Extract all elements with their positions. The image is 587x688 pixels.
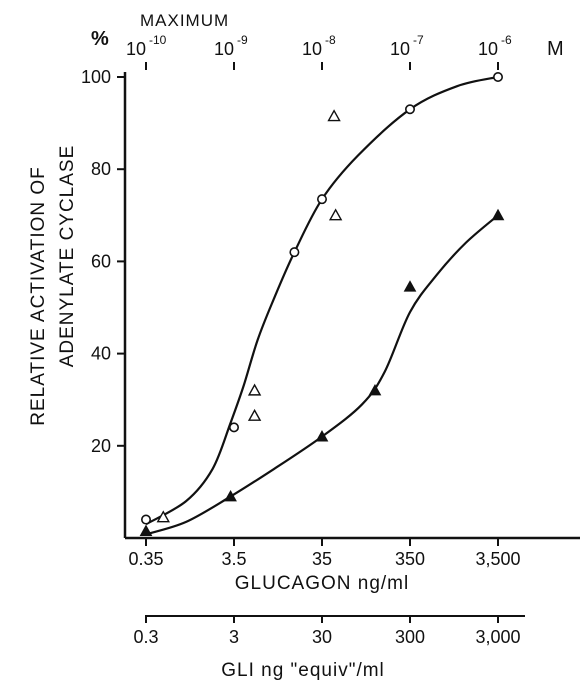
open-triangle-point [327,109,341,122]
open-circle-point [289,247,300,258]
filled-triangle-point [403,280,417,292]
x-axis-title: GLUCAGON ng/ml [235,573,409,594]
open-circle-point [141,514,152,525]
open-circle-point [404,104,415,115]
filled-triangle-fit-curve [145,214,499,536]
second-axis-ticks: 0.3 3 30 300 3,000 [133,616,521,647]
top-tick-exponent: -10 [149,33,167,47]
top-tick-exponent: -6 [501,33,512,47]
top-tick-base: 10 [478,39,498,59]
y-axis-ticks: 20 40 60 80 100 [81,67,125,456]
open-triangle-point [247,408,262,421]
x-tick-label: 3.5 [221,549,246,569]
top-tick-base: 10 [390,39,410,59]
y-tick-label: 40 [91,344,111,364]
y-tick-label: 20 [91,436,111,456]
data-points [139,72,505,536]
open-triangle-point [247,383,262,396]
filled-triangle-point [224,489,237,502]
second-axis-tick-label: 30 [312,627,332,647]
y-axis-label-line-1: RELATIVE ACTIVATION OF [28,166,49,426]
x-tick-label: 3,500 [475,549,520,569]
top-axis-molar-unit: M [547,38,564,60]
second-axis-title: GLI ng "equiv"/ml [221,660,385,681]
top-axis-ticks: 10 -10 10 -9 10 -8 10 -7 10 -6 [126,33,512,70]
top-axis-maximum-note: MAXIMUM [140,11,229,30]
top-axis-percent-label: % [91,28,109,50]
second-axis-tick-label: 3 [229,627,239,647]
filled-triangle-point [139,524,153,536]
fitted-curves [145,75,499,536]
top-tick-base: 10 [302,39,322,59]
top-tick-base: 10 [126,39,146,59]
filled-triangle-point [368,383,382,396]
open-circle-point [229,422,240,433]
x-axis-ticks: 0.35 3.5 35 350 3,500 [128,538,521,569]
x-tick-label: 350 [395,549,425,569]
y-tick-label: 100 [81,67,111,87]
open-triangle-point [328,208,343,221]
second-axis-tick-label: 3,000 [475,627,520,647]
second-axis-tick-label: 0.3 [133,627,158,647]
y-axis-label-line-2: ADENYLATE CYCLASE [57,145,78,368]
x-tick-label: 35 [312,549,332,569]
open-circle-point [316,194,327,205]
x-tick-label: 0.35 [128,549,163,569]
filled-triangle-point [315,430,329,442]
y-tick-label: 80 [91,159,111,179]
open-circle-point [492,72,503,83]
open-circle-fit-curve [145,75,499,526]
second-axis-tick-label: 300 [395,627,425,647]
top-tick-exponent: -9 [237,33,248,47]
open-triangle-point [156,510,170,523]
top-tick-base: 10 [214,39,234,59]
y-tick-label: 60 [91,251,111,271]
filled-triangle-point [491,208,505,221]
top-tick-exponent: -8 [325,33,336,47]
top-tick-exponent: -7 [413,33,424,47]
